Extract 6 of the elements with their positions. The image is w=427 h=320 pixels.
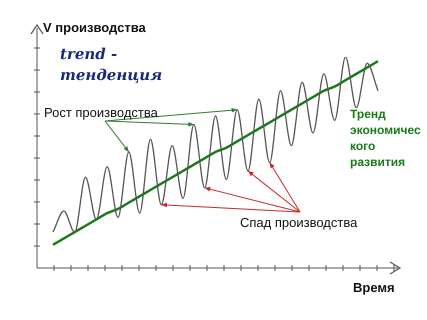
annotation: Спад производства: [240, 215, 358, 230]
x-axis-title: Время: [353, 280, 395, 295]
y-axis-title: V производства: [43, 20, 146, 35]
annotation: trend - тенденция: [60, 44, 162, 86]
text: Тренд экономического развития: [350, 106, 422, 170]
annotation: Рост производства: [44, 105, 158, 120]
